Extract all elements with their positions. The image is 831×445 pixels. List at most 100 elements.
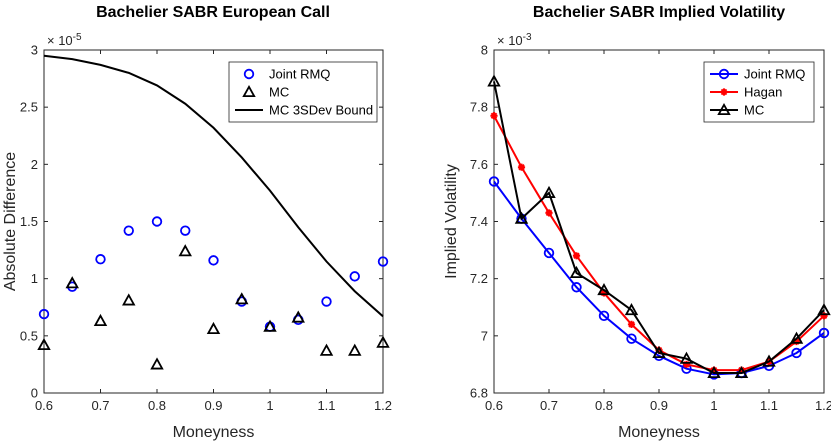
- data-point: [545, 209, 553, 217]
- data-point: [93, 313, 108, 327]
- chart-panel-2: Bachelier SABR Implied Volatility 0.6 0.7 0…: [443, 4, 831, 441]
- legend-marker: [243, 68, 255, 80]
- data-point: [737, 366, 746, 374]
- data-point: [122, 293, 136, 306]
- data-point: [817, 303, 831, 316]
- data-point: [542, 185, 556, 198]
- series-line: [493, 180, 825, 376]
- x-tick-label: 1: [710, 398, 717, 413]
- data-point: [376, 335, 390, 348]
- x-tick-label: 0.8: [595, 398, 613, 413]
- data-point: [597, 283, 611, 296]
- data-point: [543, 247, 555, 259]
- y-exponent-label: × 10-5: [47, 32, 82, 48]
- data-point: [377, 256, 389, 267]
- data-point: [348, 343, 362, 356]
- chart-title: Bachelier SABR Implied Volatility: [533, 4, 785, 21]
- data-point: [206, 321, 221, 335]
- legend-marker: [717, 102, 731, 116]
- y-tick-label: 7.8: [470, 100, 488, 115]
- y-exponent-label: × 10-3: [497, 32, 532, 48]
- x-tick-label: 1.2: [815, 398, 831, 413]
- data-point: [178, 244, 192, 257]
- y-tick-label: 6.8: [470, 386, 488, 401]
- legend-marker: [718, 68, 730, 80]
- data-point: [598, 310, 610, 322]
- y-tick-label: 8: [481, 43, 488, 58]
- legend-marker: [720, 88, 728, 96]
- y-tick-label: 3: [31, 43, 38, 58]
- data-point: [180, 225, 191, 236]
- y-exponent-base: × 10: [47, 33, 73, 48]
- data-point: [38, 308, 50, 320]
- data-point: [707, 365, 721, 379]
- series-line: [493, 115, 825, 372]
- data-point: [321, 296, 332, 307]
- x-tick-label: 0.9: [204, 398, 222, 413]
- legend-label: Joint RMQ: [269, 67, 330, 82]
- data-point: [488, 176, 500, 187]
- data-point: [208, 255, 219, 266]
- x-axis-label: Moneyness: [618, 424, 700, 441]
- data-point: [682, 360, 691, 369]
- y-exponent-base: × 10: [497, 33, 523, 48]
- x-tick-label: 0.9: [650, 398, 668, 413]
- x-tick-label: 0.6: [35, 398, 53, 413]
- x-tick-label: 0.7: [540, 398, 558, 413]
- y-axis-label: Absolute Difference: [2, 152, 19, 291]
- series-mc-3sdev-bound: [43, 54, 384, 318]
- x-tick-label: 1: [266, 398, 273, 413]
- data-point: [818, 327, 830, 339]
- legend-label: Joint RMQ: [744, 67, 805, 82]
- data-point: [263, 319, 277, 332]
- data-point: [624, 303, 639, 316]
- data-point: [95, 254, 106, 265]
- y-tick-label: 7.2: [470, 271, 488, 286]
- data-point: [652, 345, 666, 359]
- series-line: [43, 54, 384, 318]
- data-point: [123, 225, 134, 236]
- data-point: [679, 351, 694, 364]
- data-point: [627, 320, 636, 328]
- data-point: [349, 271, 360, 282]
- data-point: [517, 163, 526, 171]
- y-tick-label: 1: [31, 271, 38, 286]
- legend-label: MC: [269, 85, 289, 100]
- data-point: [572, 252, 581, 260]
- data-point: [37, 337, 51, 351]
- data-point: [569, 265, 584, 279]
- data-point: [291, 310, 305, 323]
- series-line: [493, 81, 825, 374]
- data-point: [514, 211, 529, 224]
- x-tick-label: 0.6: [485, 398, 503, 413]
- data-point: [150, 357, 164, 370]
- x-tick-label: 0.8: [148, 398, 166, 413]
- legend-label: MC: [744, 103, 764, 118]
- y-tick-label: 1.5: [20, 214, 38, 229]
- data-point: [734, 365, 749, 379]
- y-tick-label: 7.6: [470, 157, 488, 172]
- y-tick-label: 7.4: [470, 214, 488, 229]
- data-point: [710, 366, 718, 374]
- y-tick-label: 2: [31, 157, 38, 172]
- data-point: [571, 282, 582, 293]
- y-tick-label: 7: [481, 328, 488, 343]
- legend-label: MC 3SDev Bound: [269, 103, 373, 118]
- chart-panel-1: Bachelier SABR European Call 0.6 0.7 0.8 0.9…: [2, 4, 392, 441]
- legend-box: [703, 61, 815, 123]
- y-tick-label: 2.5: [20, 100, 38, 115]
- data-point: [490, 112, 498, 120]
- y-exponent-power: -5: [73, 32, 82, 43]
- data-point: [626, 333, 637, 344]
- data-point: [235, 292, 249, 305]
- legend: Joint RMQ Hagan MC: [703, 61, 815, 123]
- series-mc: [487, 74, 831, 379]
- data-point: [762, 354, 776, 367]
- chart-title: Bachelier SABR European Call: [96, 4, 330, 21]
- data-point: [791, 347, 802, 359]
- data-point: [792, 337, 801, 346]
- y-axis-label: Implied Volatility: [443, 164, 460, 279]
- data-point: [820, 312, 828, 320]
- data-point: [789, 331, 804, 344]
